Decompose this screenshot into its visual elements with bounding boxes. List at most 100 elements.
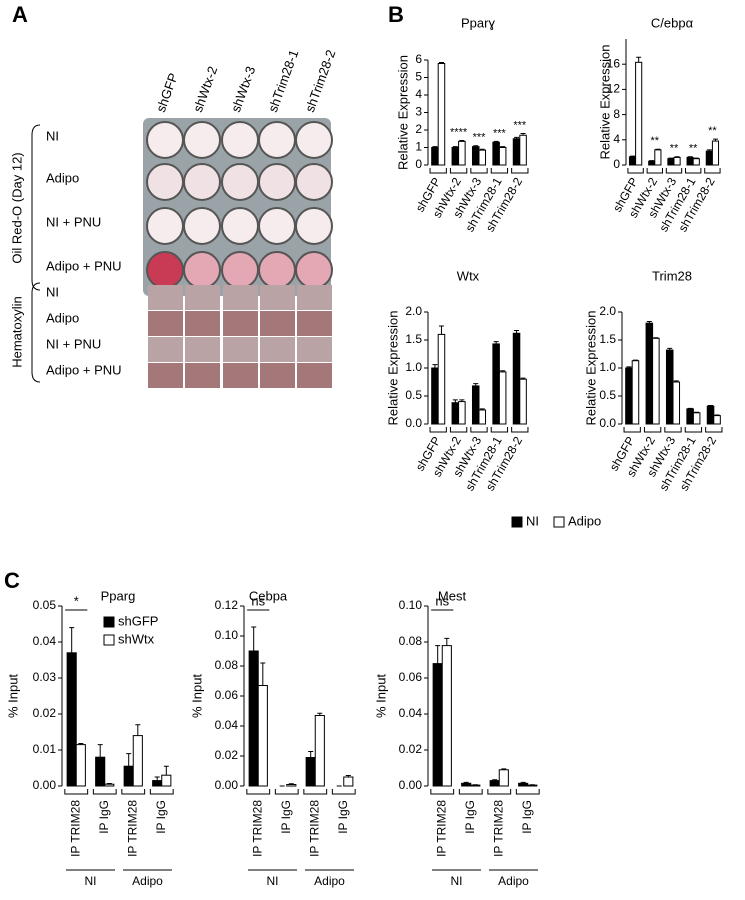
error-bar <box>154 776 160 781</box>
bar <box>519 134 527 166</box>
category-bracket <box>121 789 146 795</box>
tile <box>185 337 220 362</box>
category-bracket <box>511 427 529 433</box>
legend-label: shWtx <box>118 631 155 646</box>
group-label: Adipo <box>498 874 529 888</box>
bracket <box>31 282 41 383</box>
significance: ns <box>251 593 265 608</box>
tile <box>223 337 258 362</box>
legend-swatch <box>511 516 523 528</box>
bar <box>461 782 472 787</box>
tile <box>185 311 220 336</box>
error-bar <box>163 765 169 776</box>
category-bracket <box>429 168 447 174</box>
bar <box>498 371 507 425</box>
y-tick-label: 0.5 <box>405 388 422 402</box>
column-label: shTrim28-2 <box>302 48 338 114</box>
error-bar <box>473 383 479 386</box>
x-tick-label: IP TRIM28 <box>68 800 82 857</box>
group-label: NI <box>85 874 97 888</box>
category-bracket <box>623 427 641 433</box>
error-bar <box>452 399 458 403</box>
category-bracket <box>274 789 299 795</box>
group-label: Adipo <box>314 874 345 888</box>
error-bar <box>106 782 112 785</box>
bar <box>706 405 715 425</box>
category-bracket <box>665 168 683 174</box>
bar <box>478 149 487 166</box>
error-bar <box>69 627 75 653</box>
error-bar <box>653 337 659 339</box>
x-tick-label: IP TRIM28 <box>125 800 139 857</box>
y-axis-label: % Input <box>373 674 388 718</box>
y-tick-label: 0.10 <box>399 598 423 612</box>
bar <box>458 401 466 425</box>
tile <box>297 311 332 336</box>
category-bracket <box>705 427 723 433</box>
bar <box>625 367 633 425</box>
chart-title: Trim28 <box>652 268 692 283</box>
well <box>183 121 221 159</box>
y-tick-label: 0.12 <box>215 598 239 612</box>
error-bar <box>493 140 499 143</box>
bar <box>652 337 660 425</box>
well <box>295 207 333 245</box>
well <box>221 251 259 289</box>
well <box>258 163 296 201</box>
category-bracket <box>490 427 509 433</box>
error-bar <box>667 347 673 351</box>
bar <box>686 156 694 166</box>
category-bracket <box>149 789 174 795</box>
error-bar <box>630 155 636 157</box>
category-bracket <box>490 168 509 174</box>
row-label: NI <box>46 128 59 143</box>
y-tick-label: 12 <box>607 82 621 96</box>
tile <box>223 363 258 388</box>
category-bracket <box>685 168 702 174</box>
significance: **** <box>450 126 468 138</box>
category-bracket <box>470 427 488 433</box>
error-bar <box>520 781 526 784</box>
y-tick-label: 1 <box>415 140 422 154</box>
error-bar <box>459 399 465 402</box>
y-tick-label: 4 <box>415 87 422 101</box>
bar <box>705 150 713 166</box>
significance: * <box>74 593 79 608</box>
y-axis-label: Relative Expression <box>583 311 598 426</box>
plate-photo <box>143 118 331 296</box>
error-bar <box>444 637 450 646</box>
error-bar <box>251 626 257 651</box>
error-bar <box>492 779 498 781</box>
chart-title: Cebpa <box>249 588 288 603</box>
x-tick-label: IP TRIM28 <box>491 800 505 857</box>
x-tick-label: IP TRIM28 <box>307 800 321 857</box>
bar <box>161 774 172 787</box>
bar <box>257 685 268 787</box>
y-tick-label: 4 <box>613 132 620 146</box>
bar <box>631 360 640 425</box>
error-bar <box>520 377 526 380</box>
column-label: shWtx-3 <box>228 64 258 114</box>
error-bar <box>712 138 718 142</box>
error-bar <box>636 56 642 63</box>
row-label: Adipo + PNU <box>46 362 122 377</box>
error-bar <box>97 744 103 758</box>
stain-label: Oil Red-O (Day 12) <box>9 152 24 263</box>
significance: ** <box>689 143 698 155</box>
well <box>221 207 259 245</box>
well <box>183 207 221 245</box>
y-tick-label: 0.02 <box>215 748 239 762</box>
category-bracket <box>430 789 455 795</box>
y-axis-label: Relative Expression <box>395 55 410 170</box>
y-tick-label: 1.0 <box>405 360 422 374</box>
bar <box>492 141 500 166</box>
y-tick-label: 0.02 <box>399 742 423 756</box>
y-tick-label: 16 <box>607 56 621 70</box>
error-bar <box>649 160 655 162</box>
y-tick-label: 0.00 <box>33 778 57 792</box>
bar <box>512 332 521 425</box>
bar <box>66 652 77 787</box>
row-label: Adipo + PNU <box>46 258 122 273</box>
error-bar <box>317 712 323 716</box>
well <box>146 163 184 201</box>
